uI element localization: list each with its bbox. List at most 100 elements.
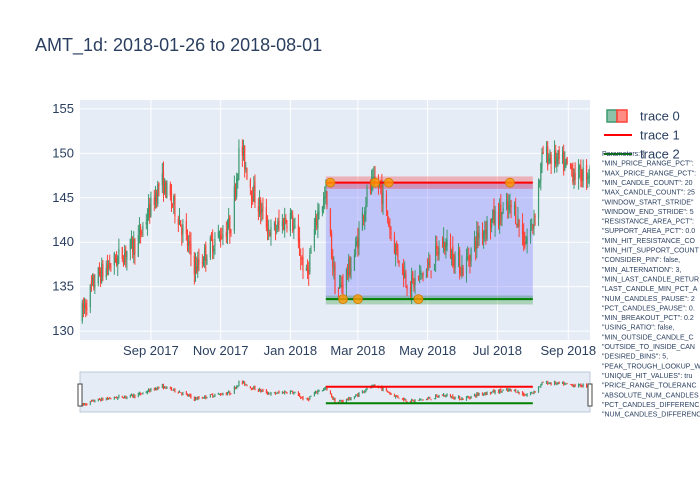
candle (469, 254, 471, 274)
candle (220, 227, 222, 248)
candle (113, 251, 115, 275)
legend-item[interactable]: trace 1 (604, 128, 680, 143)
candle (313, 217, 316, 252)
candle (561, 146, 564, 164)
candle (142, 222, 144, 237)
y-tick-label: 145 (52, 190, 74, 205)
rangeslider-right-handle[interactable] (587, 383, 593, 407)
candle (465, 248, 468, 283)
candle (345, 267, 348, 299)
candle (190, 232, 192, 267)
candle (281, 214, 283, 234)
candle (137, 224, 139, 258)
candle (237, 173, 239, 189)
candle (354, 237, 357, 258)
candle (558, 145, 560, 165)
parameter-line: "MIN_LAST_CANDLE_RETUR (602, 276, 699, 283)
candle (265, 198, 267, 232)
candle (483, 229, 485, 249)
candle (309, 247, 311, 275)
candle (318, 203, 320, 220)
candle (587, 172, 589, 188)
candle (177, 215, 179, 233)
x-tick-label: Sep 2017 (123, 343, 179, 358)
candle (441, 236, 444, 248)
candle (262, 197, 264, 220)
candle (221, 227, 223, 240)
candle (212, 229, 214, 260)
candle (406, 284, 408, 297)
rangeslider-left-handle[interactable] (77, 383, 83, 407)
y-tick-label: 130 (52, 323, 74, 338)
candle (433, 263, 436, 271)
candle (252, 186, 254, 205)
candle (422, 271, 424, 282)
candle (292, 210, 294, 234)
parameter-line: "OUTSIDE_TO_INSIDE_CAN (602, 344, 695, 351)
candle (524, 231, 526, 250)
candle (404, 261, 406, 279)
candle (555, 144, 557, 168)
candle (246, 167, 248, 181)
parameter-line: "LAST_CANDLE_MIN_PCT_A (602, 286, 698, 293)
legend-item[interactable]: trace 0 (606, 109, 680, 124)
candle (81, 299, 83, 324)
candle (157, 180, 159, 207)
candle (181, 224, 183, 246)
candle (388, 216, 390, 228)
candle (230, 228, 232, 237)
candle (493, 198, 495, 226)
candle (253, 176, 255, 203)
candle (86, 299, 88, 316)
candle (338, 274, 341, 290)
rangeslider[interactable] (79, 371, 591, 413)
legend-item[interactable]: trace 2 (604, 147, 680, 162)
candle (273, 221, 275, 231)
candle (364, 207, 366, 230)
x-tick-label: Jan 2018 (264, 343, 318, 358)
candle (109, 254, 111, 271)
candle (94, 274, 96, 295)
candle (105, 260, 107, 281)
candle (542, 145, 544, 155)
candle (229, 214, 231, 244)
candle (413, 277, 415, 292)
legend-label: trace 0 (640, 109, 680, 124)
candle (268, 219, 270, 241)
candle (233, 175, 235, 234)
candle (297, 214, 300, 249)
range-box (325, 182, 533, 300)
candle (218, 230, 221, 242)
candle (322, 192, 325, 214)
x-tick-label: Mar 2018 (330, 343, 385, 358)
candle (164, 178, 166, 195)
candle (186, 229, 189, 252)
candle (397, 244, 399, 264)
candle (572, 162, 574, 185)
candle (234, 183, 237, 201)
candle (460, 266, 462, 277)
candle (242, 139, 245, 161)
parameters-annotation: Parameters: {"MIN_PRICE_RANGE_PCT": "MAX_… (602, 151, 700, 419)
parameter-line: "ABSOLUTE_NUM_CANDLES (602, 392, 699, 399)
candle (300, 248, 302, 271)
candle (451, 248, 453, 266)
candle (170, 183, 173, 212)
candle (534, 213, 536, 226)
candle (398, 260, 400, 268)
resistance-hit-marker (370, 177, 380, 188)
candle (500, 194, 502, 226)
candle (356, 235, 358, 247)
candle (197, 251, 199, 278)
parameter-line: "WINDOW_START_STRIDE" (602, 199, 694, 206)
candle (290, 209, 293, 220)
candle (563, 144, 565, 176)
candle (589, 165, 590, 187)
candle (401, 263, 404, 276)
candle (537, 178, 540, 227)
candle (497, 202, 500, 230)
parameter-line: "MIN_HIT_RESISTANCE_CO (602, 238, 696, 245)
candle (420, 265, 422, 281)
candle (213, 245, 215, 260)
candle (277, 217, 279, 233)
